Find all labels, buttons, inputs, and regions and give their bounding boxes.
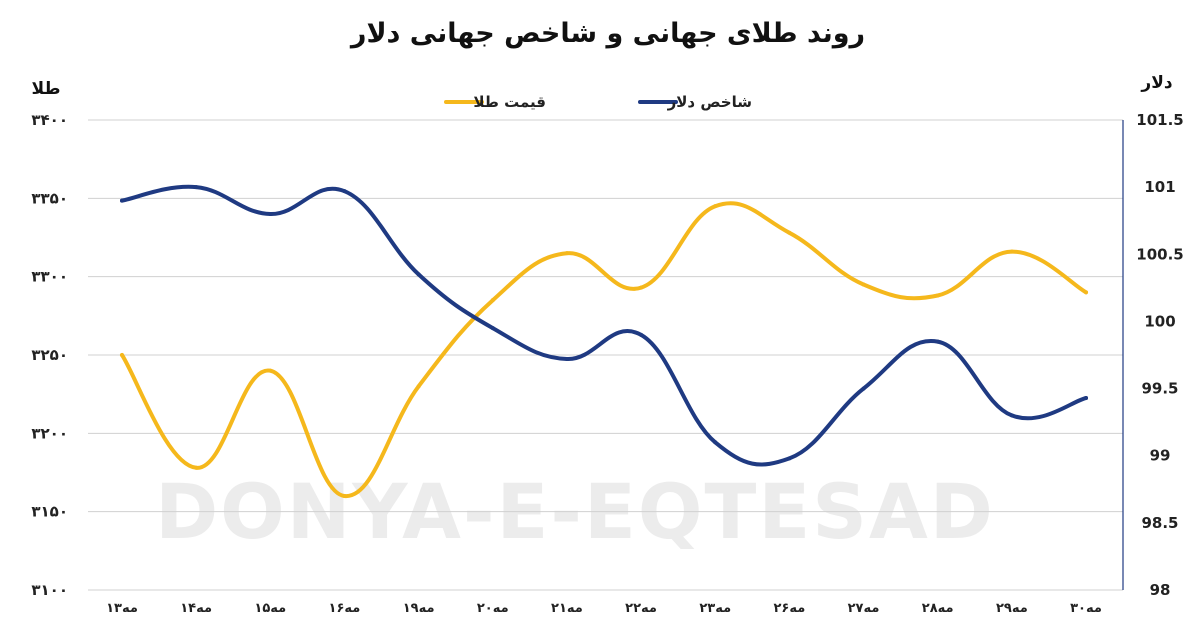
series-lines	[120, 184, 1088, 499]
data-point-0-13	[1084, 290, 1088, 295]
data-point-1-0	[120, 198, 124, 203]
legend-label: قیمت طلا	[473, 93, 546, 111]
data-point-1-2	[268, 212, 273, 216]
legend: قیمت طلا شاخص دلار	[444, 93, 752, 111]
x-axis-ticks: ۱۳مه ۱۴مه ۱۵مه ۱۶مه ۱۹مه ۲۰مه ۲۱مه ۲۲مه ۲۳مه ۲۶مه…	[106, 601, 1102, 616]
data-point-1-13	[1084, 395, 1088, 400]
grid	[88, 119, 1123, 591]
left-tick-label: ۳۳۵۰	[31, 189, 68, 207]
x-tick-label: ۱۹مه	[403, 601, 435, 616]
data-point-1-7	[639, 332, 644, 337]
x-tick-label: ۲۱مه	[551, 601, 583, 616]
data-point-1-9	[787, 456, 792, 461]
data-point-1-4	[416, 272, 421, 277]
data-point-1-5	[490, 326, 495, 331]
data-point-0-12	[1009, 249, 1014, 254]
right-tick-label: 99	[1150, 447, 1171, 465]
data-point-0-6	[564, 251, 569, 256]
data-point-1-10	[861, 386, 866, 391]
legend-label: شاخص دلار	[667, 93, 752, 111]
data-point-0-5	[490, 298, 495, 303]
right-tick-label: 101.5	[1136, 111, 1183, 129]
x-tick-label: ۱۵مه	[254, 601, 286, 616]
right-tick-label: 99.5	[1141, 380, 1178, 398]
x-tick-label: ۱۳مه	[106, 601, 138, 616]
right-tick-label: 98.5	[1141, 514, 1178, 532]
right-axis-ticks: 98 98.5 99 99.5 100 100.5 101 101.5	[1136, 111, 1183, 599]
x-tick-label: ۲۲مه	[625, 601, 657, 616]
data-point-0-9	[787, 230, 792, 235]
data-point-0-1	[194, 465, 199, 470]
x-tick-label: ۲۰مه	[477, 601, 509, 616]
left-axis-title: طلا	[32, 79, 61, 99]
x-tick-label: ۲۳مه	[699, 601, 731, 616]
series-line-dollar	[120, 184, 1088, 467]
data-point-0-2	[268, 368, 273, 373]
data-point-0-3	[342, 494, 347, 498]
chart-title: روند طلای جهانی و شاخص جهانی دلار	[349, 18, 865, 49]
left-tick-label: ۳۲۰۰	[31, 424, 68, 442]
x-tick-label: ۱۶مه	[329, 601, 361, 616]
data-point-1-11	[935, 339, 940, 344]
series-line-gold	[120, 201, 1088, 499]
left-tick-label: ۳۳۰۰	[31, 268, 68, 286]
right-tick-label: 100	[1144, 312, 1175, 330]
data-point-1-8	[713, 440, 718, 445]
left-tick-label: ۳۱۰۰	[31, 581, 68, 599]
x-tick-label: ۲۷مه	[848, 601, 880, 616]
x-tick-label: ۳۰مه	[1070, 601, 1102, 616]
left-tick-label: ۳۱۵۰	[31, 503, 68, 521]
data-point-1-1	[194, 185, 199, 190]
left-tick-label: ۳۲۵۰	[31, 346, 68, 364]
data-point-1-12	[1009, 413, 1014, 418]
data-point-0-4	[416, 384, 421, 389]
data-point-1-6	[564, 357, 569, 362]
data-point-0-8	[713, 204, 718, 209]
data-point-0-0	[120, 353, 124, 357]
right-tick-label: 98	[1150, 581, 1171, 599]
left-axis-ticks: ۳۱۰۰ ۳۱۵۰ ۳۲۰۰ ۳۲۵۰ ۳۳۰۰ ۳۳۵۰ ۳۴۰۰	[31, 111, 68, 599]
data-point-0-7	[639, 285, 644, 290]
x-tick-label: ۲۶مه	[773, 601, 805, 616]
data-point-0-10	[861, 282, 866, 287]
x-tick-label: ۱۴مه	[180, 601, 212, 616]
data-point-1-3	[342, 189, 347, 194]
left-tick-label: ۳۴۰۰	[31, 111, 68, 129]
right-axis-title: دلار	[1140, 73, 1172, 93]
right-tick-label: 100.5	[1136, 245, 1183, 263]
data-point-0-11	[935, 293, 940, 298]
right-tick-label: 101	[1144, 178, 1175, 196]
x-tick-label: ۲۸مه	[922, 601, 954, 616]
x-tick-label: ۲۹مه	[996, 601, 1028, 616]
